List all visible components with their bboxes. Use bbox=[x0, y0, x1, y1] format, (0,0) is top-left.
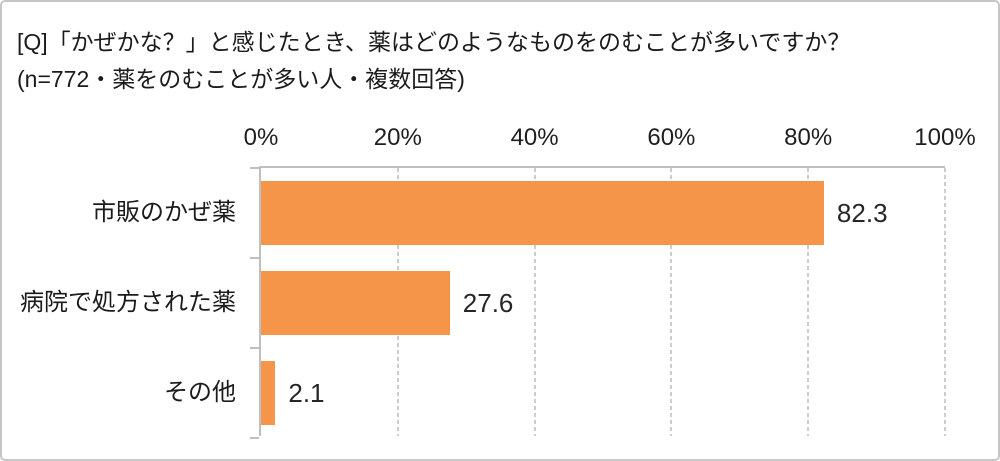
x-axis-tick-label: 100% bbox=[914, 124, 976, 151]
x-axis-tick-label: 40% bbox=[510, 124, 559, 151]
value-label: 2.1 bbox=[288, 378, 325, 408]
bar-row: 病院で処方された薬 27.6 bbox=[20, 258, 945, 348]
vertical-gridline bbox=[533, 168, 536, 436]
category-label: その他 bbox=[164, 379, 236, 406]
vertical-gridline bbox=[807, 168, 810, 436]
data-bar bbox=[261, 361, 276, 425]
category-label: 病院で処方された薬 bbox=[20, 289, 236, 316]
y-axis-tick-mark bbox=[250, 167, 259, 169]
value-label: 82.3 bbox=[836, 198, 888, 228]
x-axis-tick-label: 60% bbox=[647, 124, 696, 151]
x-axis-tick-label: 80% bbox=[784, 124, 833, 151]
title-block: [Q]「かぜかな？」と感じたとき、薬はどのようなものをのむことが多いですか？ (… bbox=[17, 24, 850, 98]
data-bar bbox=[261, 181, 824, 245]
value-label: 27.6 bbox=[462, 288, 514, 318]
x-axis-tick-label: 20% bbox=[373, 124, 422, 151]
y-axis-tick-mark bbox=[250, 257, 259, 259]
chart-question-title: [Q]「かぜかな？」と感じたとき、薬はどのようなものをのむことが多いですか？ bbox=[17, 29, 851, 55]
chart-sample-subtitle: (n=772・薬をのむことが多い人・複数回答) bbox=[17, 66, 465, 92]
y-axis-tick-mark bbox=[250, 347, 259, 349]
vertical-gridline bbox=[670, 168, 673, 436]
y-axis-tick-mark bbox=[250, 437, 259, 439]
bar-row: 市販のかぜ薬 82.3 bbox=[92, 168, 945, 258]
category-label: 市販のかぜ薬 bbox=[92, 199, 236, 226]
data-bar bbox=[261, 271, 450, 335]
bar-row: その他 2.1 bbox=[164, 348, 945, 438]
x-axis-tick-label: 0% bbox=[243, 124, 279, 151]
plot-area: 0% 20% 40% 60% 80% 100% 市販のかぜ薬 82.3 病院で処方された薬 27.… bbox=[20, 124, 976, 439]
vertical-gridline bbox=[944, 168, 946, 436]
